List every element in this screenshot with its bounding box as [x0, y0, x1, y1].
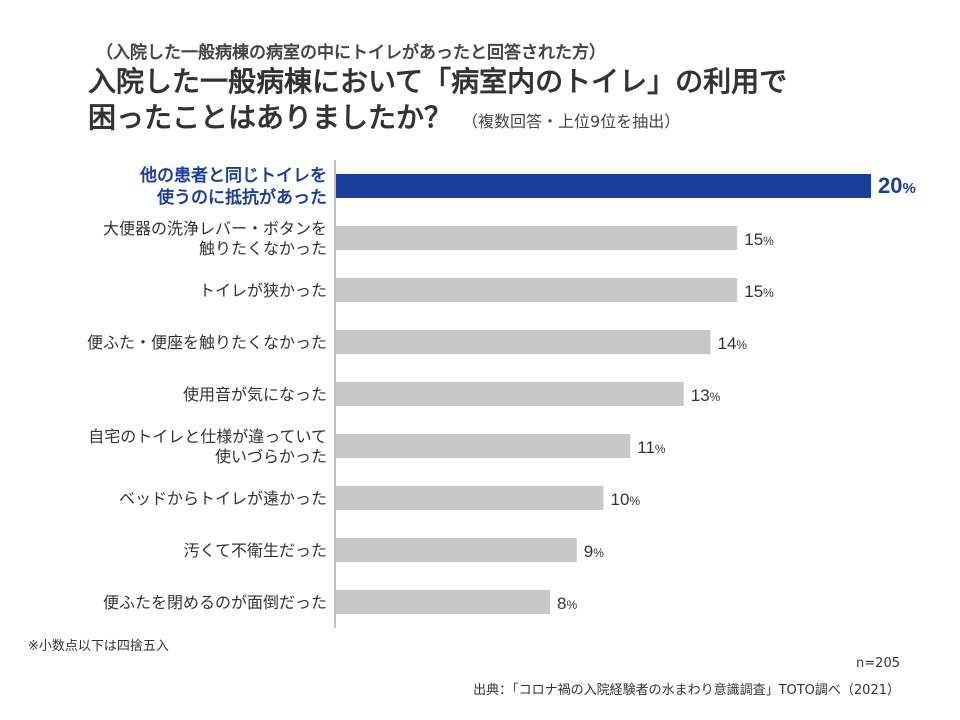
value-label: 11%	[637, 438, 666, 457]
value-label: 20%	[878, 173, 916, 198]
bar	[336, 174, 871, 198]
chart-title-line2-text: 困ったことはありましたか？	[88, 101, 453, 134]
value-label: 13%	[691, 386, 721, 405]
value-label: 8%	[557, 594, 577, 613]
bar	[336, 538, 577, 562]
value-label: 15%	[744, 282, 774, 301]
bar	[336, 226, 738, 250]
chart-subtitle: （入院した一般病棟の病室の中にトイレがあったと回答された方）	[96, 43, 606, 63]
chart-title-line2: 困ったことはありましたか？ （複数回答・上位9位を抽出）	[88, 100, 787, 140]
category-label: 自宅のトイレと仕様が違っていて使いづらかった	[88, 427, 327, 466]
bar	[336, 330, 711, 354]
category-label: 他の患者と同じトイレを使うのに抵抗があった	[139, 165, 327, 208]
footnote: ※小数点以下は四捨五入	[28, 639, 169, 654]
value-label: 9%	[584, 542, 604, 561]
category-label: 便ふたを閉めるのが面倒だった	[103, 593, 327, 612]
value-label: 14%	[718, 334, 748, 353]
source-citation: 出典：「コロナ禍の入院経験者の水まわり意識調査」TOTO調べ（2021）	[473, 683, 900, 698]
category-label: 大便器の洗浄レバー・ボタンを触りたくなかった	[103, 219, 327, 258]
chart-title-note: （複数回答・上位9位を抽出）	[462, 112, 681, 131]
bar	[336, 382, 684, 406]
sample-size: n=205	[856, 656, 900, 671]
value-label: 10%	[611, 490, 641, 509]
chart-title: 入院した一般病棟において「病室内のトイレ」の利用で 困ったことはありましたか？ （…	[88, 64, 787, 140]
bar	[336, 278, 738, 302]
bar	[336, 486, 604, 510]
category-label: 汚くて不衛生だった	[183, 541, 327, 560]
bar	[336, 434, 631, 458]
category-label: トイレが狭かった	[199, 281, 327, 300]
chart-title-line1: 入院した一般病棟において「病室内のトイレ」の利用で	[88, 65, 788, 98]
category-label: 使用音が気になった	[183, 385, 327, 404]
category-label: 便ふた・便座を触りたくなかった	[87, 333, 327, 352]
category-label: ベッドからトイレが遠かった	[119, 489, 327, 508]
value-label: 15%	[744, 230, 774, 249]
bar	[336, 590, 550, 614]
